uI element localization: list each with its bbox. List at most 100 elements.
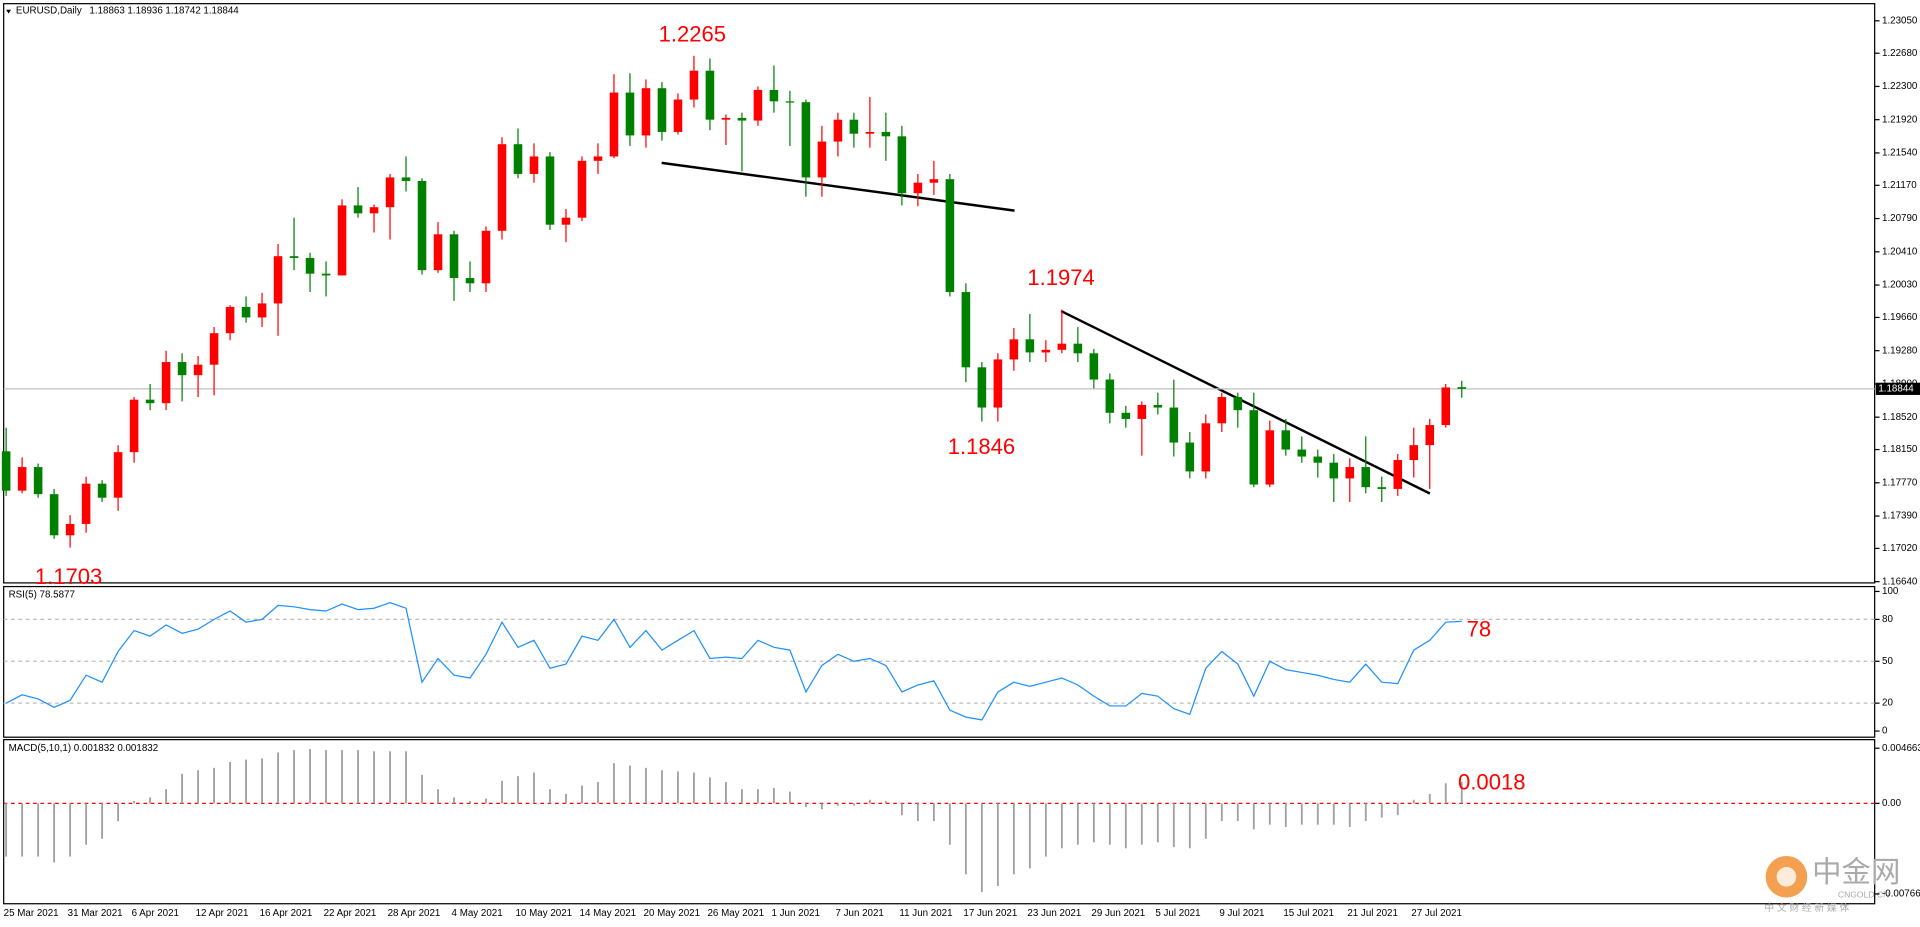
y-tick-label: -0.007661 — [1882, 889, 1920, 900]
x-tick-label: 14 May 2021 — [580, 908, 637, 919]
candle-body — [625, 92, 635, 136]
x-tick-label: 12 Apr 2021 — [196, 908, 249, 919]
candle-body — [1153, 404, 1163, 408]
annotation: 1.1703 — [35, 564, 102, 589]
candle-body — [465, 278, 475, 284]
candle-body — [1185, 442, 1195, 472]
candle-body — [737, 117, 747, 121]
candle-body — [1409, 445, 1419, 461]
x-tick-label: 28 Apr 2021 — [388, 908, 441, 919]
x-tick-label: 17 Jun 2021 — [963, 908, 1017, 919]
rsi-title: RSI(5) 78.5877 — [9, 590, 75, 601]
candle-body — [273, 256, 283, 304]
candle-body — [1313, 456, 1323, 463]
candle-body — [209, 333, 219, 365]
x-tick-label: 25 Mar 2021 — [4, 908, 59, 919]
candle-body — [1169, 407, 1179, 443]
candle-body — [177, 362, 187, 376]
annotation: 78 — [1467, 616, 1492, 641]
candle-body — [1121, 412, 1131, 419]
candle-body — [353, 205, 363, 214]
candle-body — [1425, 425, 1435, 446]
candle-body — [641, 88, 651, 136]
y-tick-label: 0 — [1882, 726, 1888, 737]
y-tick-label: 80 — [1882, 614, 1893, 625]
y-tick-label: 1.17390 — [1882, 511, 1918, 522]
candle-body — [1057, 343, 1067, 350]
x-tick-label: 10 May 2021 — [516, 908, 573, 919]
candle-body — [929, 179, 939, 183]
y-tick-label: 1.19280 — [1882, 345, 1918, 356]
candle-body — [593, 156, 603, 161]
candle-body — [161, 362, 171, 404]
y-tick-label: 1.20410 — [1882, 246, 1918, 257]
candle-body — [1201, 423, 1211, 472]
x-tick-label: 9 Jul 2021 — [1219, 908, 1264, 919]
y-tick-label: 1.23050 — [1882, 15, 1918, 26]
candle-body — [801, 102, 811, 178]
candle-body — [49, 494, 59, 536]
candle-body — [481, 230, 491, 284]
candle-body — [17, 467, 27, 491]
candle-body — [321, 273, 331, 276]
annotation: 1.1846 — [948, 434, 1015, 459]
y-tick-label: 1.20790 — [1882, 213, 1918, 224]
y-tick-label: 50 — [1882, 656, 1893, 667]
macd-panel — [3, 739, 1876, 905]
annotation: 1.1974 — [1027, 265, 1094, 290]
y-tick-label: 1.16640 — [1882, 576, 1918, 587]
candle-body — [721, 117, 731, 120]
x-tick-label: 16 Apr 2021 — [260, 908, 313, 919]
x-tick-label: 23 Jun 2021 — [1027, 908, 1081, 919]
menu-arrow — [6, 9, 12, 14]
x-tick-label: 4 May 2021 — [452, 908, 503, 919]
candle-body — [753, 89, 763, 121]
candle-body — [1137, 404, 1147, 419]
y-tick-label: 1.22680 — [1882, 48, 1918, 59]
candle-body — [673, 99, 683, 132]
y-tick-label: 1.17770 — [1882, 477, 1918, 488]
watermark-name: 中金网 — [1812, 856, 1900, 889]
candle-body — [785, 101, 795, 103]
candle-body — [305, 257, 315, 274]
candle-body — [1297, 449, 1307, 457]
y-tick-label: 0.00 — [1882, 798, 1902, 809]
candle-body — [1265, 430, 1275, 485]
y-tick-label: 0.004663 — [1882, 743, 1920, 754]
y-tick-label: 1.21920 — [1882, 114, 1918, 125]
x-tick-label: 7 Jun 2021 — [835, 908, 883, 919]
candle-body — [865, 131, 875, 134]
candle-body — [1089, 353, 1099, 380]
candle-body — [609, 92, 619, 157]
x-tick-label: 1 Jun 2021 — [771, 908, 819, 919]
x-tick-label: 22 Apr 2021 — [324, 908, 377, 919]
candle-body — [1249, 410, 1259, 485]
candle-body — [129, 399, 139, 453]
y-tick-label: 20 — [1882, 698, 1893, 709]
symbol: EURUSD,Daily — [16, 6, 82, 17]
x-tick-label: 27 Jul 2021 — [1411, 908, 1462, 919]
candle-body — [1457, 387, 1467, 389]
candle-body — [97, 483, 107, 498]
candle-body — [881, 131, 891, 137]
candle-body — [769, 89, 779, 102]
candle-body — [401, 177, 411, 181]
candle-body — [1233, 397, 1243, 411]
trend-line — [1060, 309, 1431, 495]
x-tick-label: 29 Jun 2021 — [1091, 908, 1145, 919]
candle-body — [1361, 467, 1371, 488]
candle-body — [369, 207, 379, 214]
y-tick-label: 1.21540 — [1882, 148, 1918, 159]
candle-body — [849, 119, 859, 134]
candle-body — [1025, 339, 1035, 353]
candle-body — [913, 182, 923, 194]
candle-body — [961, 292, 971, 368]
candle-body — [433, 234, 443, 271]
candle-body — [497, 144, 507, 231]
y-tick-label: 1.18150 — [1882, 444, 1918, 455]
candle-body — [81, 483, 91, 524]
candle-body — [289, 256, 299, 258]
candle-body — [145, 399, 155, 404]
